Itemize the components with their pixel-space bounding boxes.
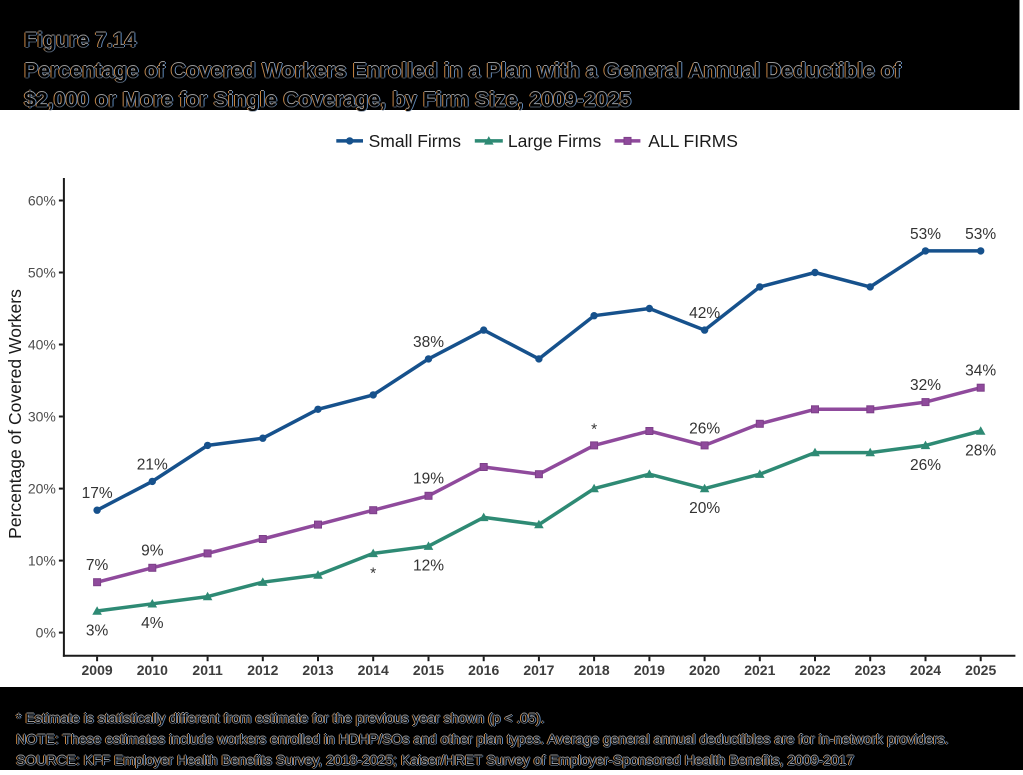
svg-text:$2,000 or More for Single Cove: $2,000 or More for Single Coverage, by F…: [24, 88, 631, 112]
svg-text:Figure 7.14: Figure 7.14: [23, 28, 136, 52]
svg-text:2009: 2009: [82, 662, 113, 678]
svg-text:2018: 2018: [579, 662, 610, 678]
svg-text:53%: 53%: [965, 226, 996, 243]
svg-text:2023: 2023: [855, 662, 886, 678]
svg-text:2025: 2025: [965, 662, 996, 678]
svg-text:7%: 7%: [86, 557, 109, 574]
svg-text:2015: 2015: [413, 662, 444, 678]
svg-text:50%: 50%: [28, 265, 56, 281]
svg-text:SOURCE: KFF Employer Health Be: SOURCE: KFF Employer Health Benefits Sur…: [15, 752, 854, 768]
svg-text:Percentage of Covered Workers: Percentage of Covered Workers Enrolled i…: [23, 59, 901, 83]
svg-text:10%: 10%: [28, 553, 56, 569]
svg-text:SOURCE: KFF Employer Health Be: SOURCE: KFF Employer Health Benefits Sur…: [17, 752, 856, 768]
svg-text:42%: 42%: [689, 305, 720, 322]
svg-text:2014: 2014: [358, 662, 389, 678]
svg-text:12%: 12%: [413, 558, 444, 575]
svg-text:Large Firms: Large Firms: [508, 131, 602, 151]
svg-text:2020: 2020: [689, 662, 720, 678]
svg-text:2010: 2010: [137, 662, 168, 678]
svg-text:NOTE: These estimates include: NOTE: These estimates include workers en…: [16, 732, 949, 748]
svg-text:19%: 19%: [413, 471, 444, 488]
svg-text:9%: 9%: [141, 543, 164, 560]
svg-text:$2,000 or More for Single Cove: $2,000 or More for Single Coverage, by F…: [23, 88, 630, 112]
svg-text:2013: 2013: [302, 662, 333, 678]
svg-text:53%: 53%: [910, 226, 941, 243]
svg-text:* Estimate is statistically di: * Estimate is statistically different fr…: [16, 711, 544, 727]
svg-text:ALL FIRMS: ALL FIRMS: [648, 131, 738, 151]
svg-text:*: *: [591, 422, 597, 439]
svg-text:* Estimate is statistically di: * Estimate is statistically different fr…: [16, 709, 544, 725]
svg-text:2017: 2017: [523, 662, 554, 678]
svg-text:$2,000 or More for Single Cove: $2,000 or More for Single Coverage, by F…: [25, 88, 632, 112]
svg-text:NOTE: These estimates include: NOTE: These estimates include workers en…: [17, 731, 950, 747]
svg-text:SOURCE: KFF Employer Health Be: SOURCE: KFF Employer Health Benefits Sur…: [16, 752, 855, 768]
svg-text:32%: 32%: [910, 377, 941, 394]
svg-text:3%: 3%: [86, 622, 109, 639]
svg-text:Percentage of Covered Workers: Percentage of Covered Workers Enrolled i…: [24, 58, 902, 82]
svg-text:2012: 2012: [247, 662, 278, 678]
svg-text:20%: 20%: [28, 481, 56, 497]
svg-text:17%: 17%: [82, 485, 113, 502]
svg-text:40%: 40%: [28, 337, 56, 353]
svg-text:2016: 2016: [468, 662, 499, 678]
svg-text:0%: 0%: [36, 625, 56, 641]
svg-text:* Estimate is statistically di: * Estimate is statistically different fr…: [17, 710, 545, 726]
svg-text:Small Firms: Small Firms: [369, 131, 462, 151]
svg-text:* Estimate is statistically di: * Estimate is statistically different fr…: [15, 710, 543, 726]
svg-text:2011: 2011: [192, 662, 223, 678]
svg-text:2024: 2024: [910, 662, 941, 678]
svg-text:SOURCE: KFF Employer Health Be: SOURCE: KFF Employer Health Benefits Sur…: [16, 751, 855, 767]
svg-text:4%: 4%: [141, 615, 164, 632]
svg-text:* Estimate is statistically di: * Estimate is statistically different fr…: [16, 710, 544, 726]
svg-text:Percentage of Covered Workers: Percentage of Covered Workers Enrolled i…: [24, 60, 902, 84]
svg-text:Figure 7.14: Figure 7.14: [25, 28, 138, 52]
svg-text:2019: 2019: [634, 662, 665, 678]
svg-text:$2,000 or More for Single Cove: $2,000 or More for Single Coverage, by F…: [24, 87, 631, 111]
svg-text:*: *: [370, 565, 376, 582]
svg-text:2021: 2021: [744, 662, 775, 678]
svg-text:Percentage of Covered Workers: Percentage of Covered Workers: [5, 289, 25, 539]
svg-text:38%: 38%: [413, 334, 444, 351]
svg-text:21%: 21%: [137, 456, 168, 473]
svg-text:2022: 2022: [799, 662, 830, 678]
svg-text:$2,000 or More for Single Cove: $2,000 or More for Single Coverage, by F…: [24, 89, 631, 113]
svg-text:Figure 7.14: Figure 7.14: [24, 29, 137, 53]
svg-text:34%: 34%: [965, 363, 996, 380]
svg-text:30%: 30%: [28, 409, 56, 425]
svg-text:20%: 20%: [689, 500, 720, 517]
svg-text:26%: 26%: [689, 420, 720, 437]
svg-text:Percentage of Covered Workers: Percentage of Covered Workers Enrolled i…: [25, 59, 903, 83]
svg-text:60%: 60%: [28, 193, 56, 209]
svg-text:NOTE: These estimates include: NOTE: These estimates include workers en…: [15, 731, 948, 747]
svg-text:Figure 7.14: Figure 7.14: [24, 27, 137, 51]
svg-text:SOURCE: KFF Employer Health Be: SOURCE: KFF Employer Health Benefits Sur…: [16, 753, 855, 769]
svg-text:26%: 26%: [910, 457, 941, 474]
svg-text:NOTE: These estimates include: NOTE: These estimates include workers en…: [16, 731, 949, 747]
svg-text:28%: 28%: [965, 442, 996, 459]
svg-text:Percentage of Covered Workers: Percentage of Covered Workers Enrolled i…: [24, 59, 902, 83]
svg-text:Figure 7.14: Figure 7.14: [24, 28, 137, 52]
svg-text:NOTE: These estimates include: NOTE: These estimates include workers en…: [16, 730, 949, 746]
